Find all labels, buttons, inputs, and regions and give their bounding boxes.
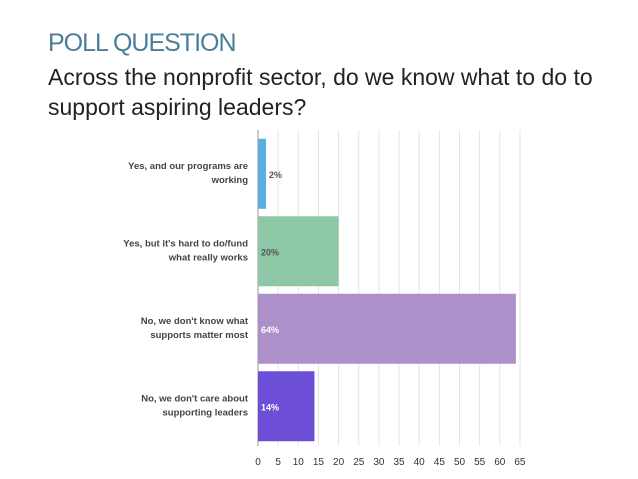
x-tick-label: 60 <box>494 457 506 468</box>
category-label: Yes, but it's hard to do/fund <box>123 238 248 249</box>
x-tick-label: 45 <box>434 457 446 468</box>
category-label: Yes, and our programs are <box>128 161 248 172</box>
x-tick-label: 65 <box>514 457 526 468</box>
x-tick-label: 30 <box>373 457 385 468</box>
x-tick-label: 15 <box>313 457 325 468</box>
bar <box>258 216 339 287</box>
category-label: No, we don't care about <box>141 393 249 404</box>
bar <box>258 293 516 364</box>
data-label: 2% <box>269 170 282 180</box>
data-label: 14% <box>261 402 279 412</box>
x-tick-label: 0 <box>255 457 261 468</box>
bar <box>258 138 267 209</box>
category-label: working <box>211 175 249 186</box>
x-tick-label: 55 <box>474 457 486 468</box>
bar <box>258 371 315 442</box>
x-tick-label: 10 <box>293 457 305 468</box>
x-tick-label: 5 <box>275 457 281 468</box>
slide-heading: POLL QUESTION <box>48 29 237 57</box>
x-tick-label: 25 <box>353 457 365 468</box>
category-label: supporting leaders <box>162 407 248 418</box>
x-tick-label: 20 <box>333 457 345 468</box>
category-label: No, we don't know what <box>141 316 249 327</box>
data-label: 64% <box>261 325 279 335</box>
x-tick-label: 40 <box>414 457 426 468</box>
slide-question: Across the nonprofit sector, do we know … <box>48 64 593 120</box>
x-tick-label: 35 <box>393 457 405 468</box>
x-tick-label: 50 <box>454 457 466 468</box>
category-label: what really works <box>168 252 248 263</box>
data-label: 20% <box>261 247 279 257</box>
category-label: supports matter most <box>150 330 248 341</box>
